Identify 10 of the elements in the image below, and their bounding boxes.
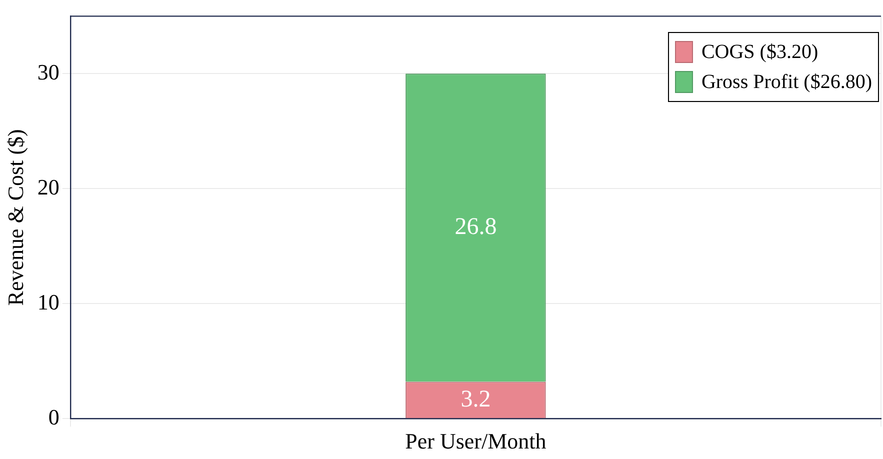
y-tick-label: 10 bbox=[37, 289, 60, 314]
legend-label: Gross Profit ($26.80) bbox=[701, 70, 872, 96]
y-tick-label: 30 bbox=[37, 59, 60, 84]
y-axis-title: Revenue & Cost ($) bbox=[2, 129, 28, 306]
y-tick-label: 0 bbox=[48, 404, 60, 430]
data-label: 3.2 bbox=[460, 386, 491, 412]
data-label: 26.8 bbox=[454, 214, 497, 240]
x-tick-label: Per User/Month bbox=[405, 428, 546, 454]
legend-label: COGS ($3.20) bbox=[701, 40, 818, 66]
y-tick-label: 20 bbox=[37, 174, 60, 200]
